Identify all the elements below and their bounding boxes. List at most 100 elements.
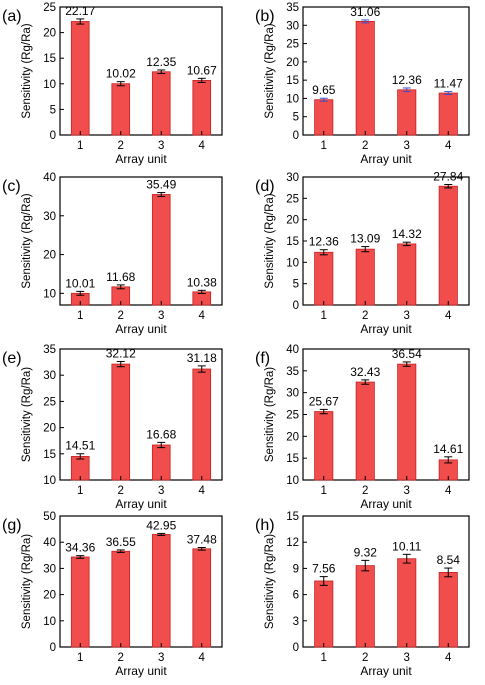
x-axis-label: Array unit: [360, 152, 412, 166]
bar: [355, 21, 375, 136]
y-tick-label: 0: [50, 130, 56, 142]
value-label: 10.38: [187, 275, 217, 289]
value-label: 36.54: [392, 347, 422, 361]
x-tick-label: 3: [404, 310, 410, 322]
value-label: 9.32: [354, 545, 378, 559]
value-label: 12.36: [309, 235, 339, 249]
chart-panel-3: 10.01 1 11.68 2 35.49 3 10.38 4 10 20 30 40 Array un…: [2, 172, 223, 336]
panel-label: (h): [255, 517, 275, 534]
x-tick-label: 3: [404, 485, 410, 497]
bar: [397, 558, 417, 648]
y-tick-label: 20: [43, 590, 56, 602]
x-tick-label: 1: [321, 485, 327, 497]
bar: [355, 565, 375, 648]
value-label: 37.48: [187, 532, 217, 546]
panel-label: (g): [2, 517, 22, 534]
value-label: 11.47: [434, 77, 463, 91]
x-tick-label: 2: [362, 485, 368, 497]
y-tick-label: 25: [286, 39, 299, 51]
value-label: 16.68: [146, 427, 176, 441]
bar: [438, 92, 458, 136]
y-tick-label: 20: [286, 215, 299, 227]
x-tick-label: 4: [445, 310, 452, 322]
x-tick-label: 3: [158, 310, 164, 322]
value-label: 32.12: [106, 346, 136, 360]
bar: [314, 251, 334, 306]
bar: [314, 411, 334, 481]
y-tick-label: 5: [293, 279, 299, 291]
y-tick-label: 5: [50, 104, 56, 116]
bar: [151, 444, 171, 481]
chart-panel-7: 34.36136.55242.95337.48401020304050Array…: [2, 511, 223, 678]
y-tick-label: 20: [43, 423, 56, 435]
chart-panel-4: 12.36 1 13.09 2 14.32 3 27.84 4 0 5 10 15 20 25 30 Arra…: [255, 170, 470, 336]
x-tick-label: 3: [404, 140, 410, 152]
y-tick-label: 20: [286, 431, 299, 443]
y-tick-label: 15: [43, 449, 56, 461]
value-label: 14.32: [392, 227, 422, 241]
y-tick-label: 15: [286, 236, 299, 248]
x-axis-label: Array unit: [360, 664, 412, 678]
chart-panel-5: 14.51 1 32.12 2 16.68 3 31.18 4 10 15 20 25 30 35 Arra…: [2, 344, 223, 511]
x-tick-label: 4: [199, 310, 206, 322]
value-label: 9.65: [312, 83, 336, 97]
x-tick-label: 4: [445, 140, 452, 152]
y-tick-label: 30: [286, 20, 299, 32]
value-label: 27.84: [433, 170, 463, 184]
y-axis-label: Sensitivity (Rg/Ra): [21, 193, 33, 288]
y-axis-label: Sensitivity (Rg/Ra): [264, 23, 276, 118]
x-tick-label: 4: [199, 140, 206, 152]
value-label: 22.17: [65, 4, 95, 18]
y-tick-label: 0: [293, 300, 299, 312]
x-tick-label: 1: [77, 140, 83, 152]
value-label: 12.36: [392, 73, 422, 87]
panel-label: (d): [255, 178, 275, 195]
y-tick-label: 40: [286, 344, 299, 356]
bar: [314, 580, 334, 648]
y-tick-label: 0: [293, 642, 299, 654]
y-tick-label: 15: [286, 75, 299, 87]
x-tick-label: 4: [199, 652, 206, 664]
y-axis-label: Sensitivity (Rg/Ra): [21, 23, 33, 118]
bar: [151, 534, 171, 648]
bar: [111, 83, 131, 136]
y-tick-label: 10: [43, 79, 56, 91]
y-tick-label: 25: [43, 396, 56, 408]
plot-frame: [59, 515, 223, 648]
value-label: 42.95: [146, 518, 176, 532]
chart-panel-1: 22.17 1 10.02 2 12.35 3 10.67 4 0 5 10 15 20 25 Array …: [2, 2, 223, 166]
y-tick-label: 25: [286, 410, 299, 422]
y-tick-label: 15: [286, 453, 299, 465]
panel-label: (a): [2, 8, 22, 25]
bar: [151, 194, 171, 306]
value-label: 32.43: [350, 365, 380, 379]
x-tick-label: 4: [199, 485, 206, 497]
value-label: 10.01: [65, 276, 95, 290]
bar: [111, 363, 131, 481]
x-tick-label: 4: [445, 652, 452, 664]
panel-label: (b): [255, 8, 275, 25]
bar: [314, 99, 334, 136]
y-tick-label: 0: [50, 642, 56, 654]
y-tick-label: 30: [43, 563, 56, 575]
x-tick-label: 3: [158, 652, 164, 664]
y-tick-label: 12: [286, 537, 299, 549]
x-tick-label: 2: [118, 485, 124, 497]
bar: [192, 548, 212, 648]
value-label: 36.55: [106, 535, 136, 549]
y-axis-label: Sensitivity (Rg/Ra): [21, 367, 33, 462]
x-tick-label: 2: [118, 652, 124, 664]
x-axis-label: Array unit: [360, 322, 412, 336]
x-axis-label: Array unit: [115, 322, 167, 336]
plot-frame: [302, 515, 470, 648]
y-tick-label: 0: [293, 130, 299, 142]
x-tick-label: 1: [321, 140, 327, 152]
y-tick-label: 10: [43, 475, 56, 487]
y-tick-label: 30: [43, 211, 56, 223]
value-label: 31.18: [187, 351, 217, 365]
plot-frame: [59, 176, 223, 306]
value-label: 10.02: [106, 67, 136, 81]
y-tick-label: 10: [286, 257, 299, 269]
x-tick-label: 3: [158, 485, 164, 497]
